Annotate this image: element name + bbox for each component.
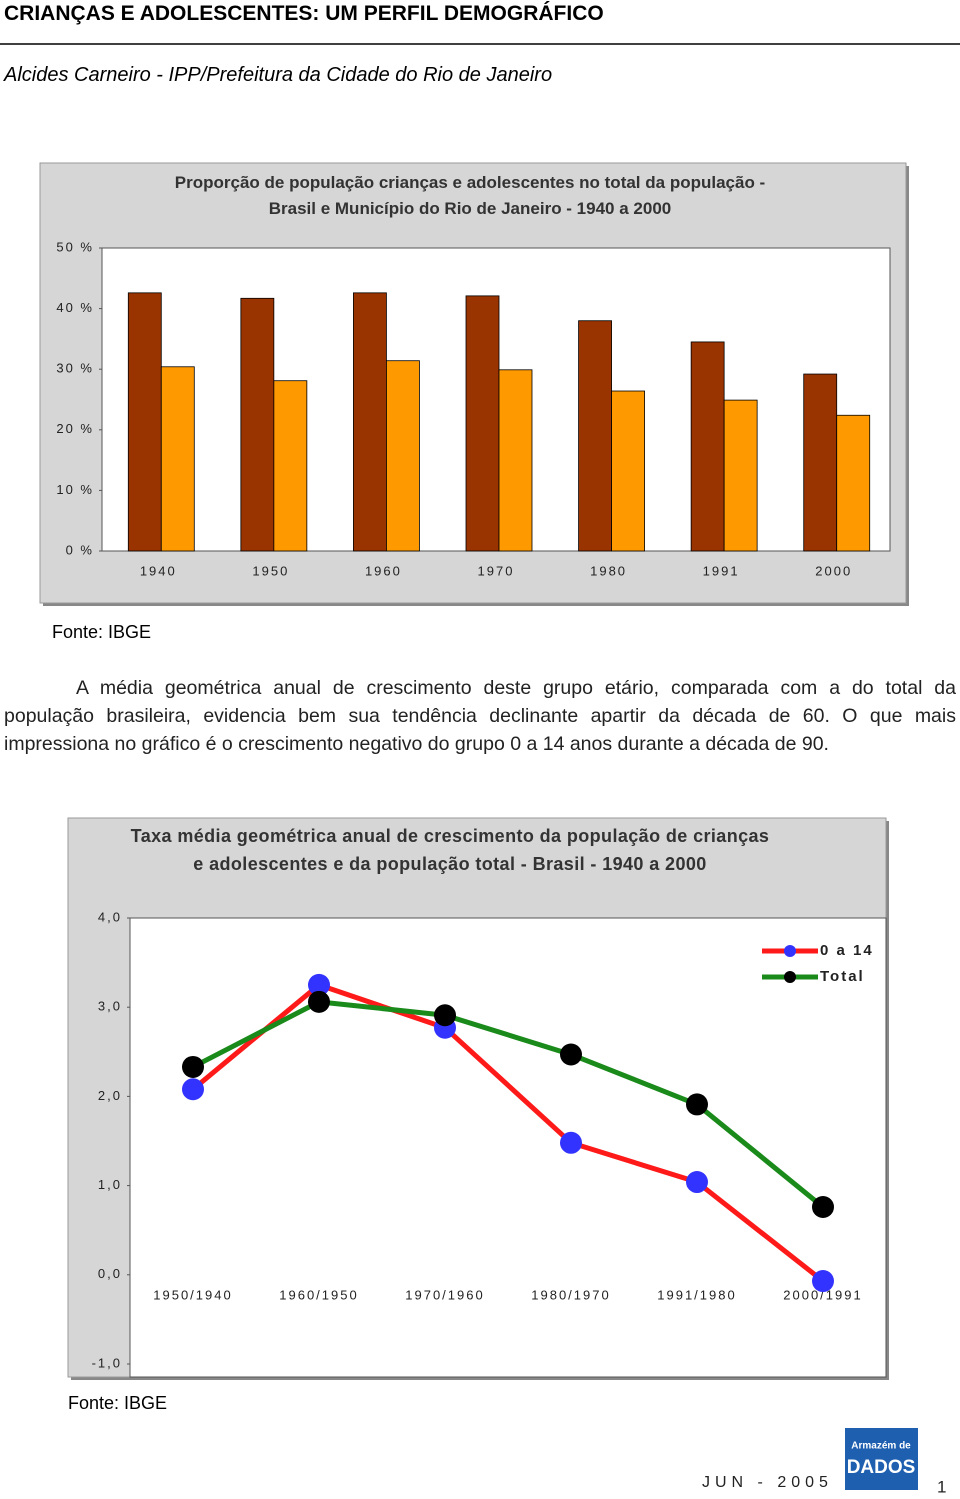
page-number: 1: [937, 1477, 946, 1496]
bar: [578, 320, 612, 552]
x-tick-label: 1940: [140, 563, 177, 578]
y-tick-label: 50 %: [56, 239, 94, 254]
bar: [498, 369, 533, 552]
x-tick-label: 1991: [703, 563, 740, 578]
x-tick-label: 1970/1960: [405, 1287, 484, 1302]
chart-title: Taxa média geométrica anual de crescimen…: [130, 826, 770, 874]
marker: [812, 1270, 834, 1293]
bar: [240, 297, 275, 552]
chart: -1,0 0,0 1,0 2,0 3,0 4,0 1950/1940 1960/1950 197…: [67, 817, 889, 1380]
plot-area: [129, 917, 887, 1378]
x-tick-label: 1960: [365, 563, 402, 578]
bar: [160, 366, 195, 552]
marker: [182, 1055, 204, 1078]
bar: [465, 295, 500, 552]
marker: [434, 1004, 456, 1027]
marker: [308, 990, 330, 1013]
chart-title: Proporção de população crianças e adoles…: [174, 173, 766, 218]
x-tick-label: 1970: [478, 563, 515, 578]
bar: [723, 399, 758, 552]
bar: [803, 373, 838, 552]
bar: [273, 380, 308, 552]
x-tick-label: 2000/1991: [783, 1287, 862, 1302]
marker: [686, 1171, 708, 1194]
y-tick-label: 20 %: [56, 421, 94, 436]
line: [191, 999, 825, 1209]
line: [191, 982, 825, 1284]
y-tick-label: -1,0: [92, 1355, 122, 1370]
marker: [560, 1043, 582, 1066]
legend-marker: [784, 945, 796, 957]
author: Alcides Carneiro - IPP/Prefeitura da Cid…: [4, 64, 553, 86]
y-tick-label: 3,0: [98, 999, 122, 1014]
bar: [386, 360, 420, 552]
doc-title: CRIANÇAS E ADOLESCENTES: UM PERFIL DEMOG…: [4, 2, 604, 25]
y-tick-label: 40 %: [56, 300, 94, 315]
marker: [686, 1093, 708, 1116]
y-tick-label: 1,0: [98, 1177, 122, 1192]
legend-label: Total: [820, 968, 865, 985]
y-tick-label: 10 %: [56, 482, 94, 497]
x-tick-label: 1980/1970: [531, 1287, 610, 1302]
x-tick-label: 2000: [815, 563, 852, 578]
logo-bottom: DADOS: [847, 1457, 916, 1478]
x-tick-label: 1950/1940: [153, 1287, 232, 1302]
y-tick-label: 2,0: [98, 1088, 122, 1103]
bar: [836, 414, 871, 552]
footer-date: JUN - 2005: [702, 1474, 833, 1491]
x-tick-label: 1980: [590, 563, 627, 578]
x-tick-label: 1960/1950: [279, 1287, 358, 1302]
logo: [845, 1428, 918, 1490]
marker: [560, 1131, 582, 1154]
y-tick-label: 0,0: [98, 1266, 122, 1281]
logo-top: Armazém de: [851, 1441, 911, 1452]
y-tick-label: 30 %: [56, 361, 94, 376]
bar: [690, 341, 725, 552]
marker: [308, 973, 330, 996]
source: Fonte: IBGE: [52, 622, 152, 642]
source: Fonte: IBGE: [68, 1393, 168, 1413]
marker: [812, 1196, 834, 1219]
paragraph: A média geométrica anual de crescimento …: [4, 677, 956, 755]
marker: [182, 1078, 204, 1101]
bar: [611, 390, 645, 552]
x-tick-label: 1991/1980: [657, 1287, 736, 1302]
legend-label: 0 a 14: [820, 942, 874, 959]
chart: 0 % 10 % 20 % 30 % 40 % 50 % 1940 1950 1960 1970 1…: [39, 162, 909, 606]
y-tick-label: 4,0: [98, 909, 122, 924]
y-tick-label: 0 %: [66, 542, 94, 557]
legend-marker: [784, 971, 796, 983]
bar: [127, 292, 162, 552]
x-tick-label: 1950: [252, 563, 289, 578]
bar: [353, 292, 387, 552]
